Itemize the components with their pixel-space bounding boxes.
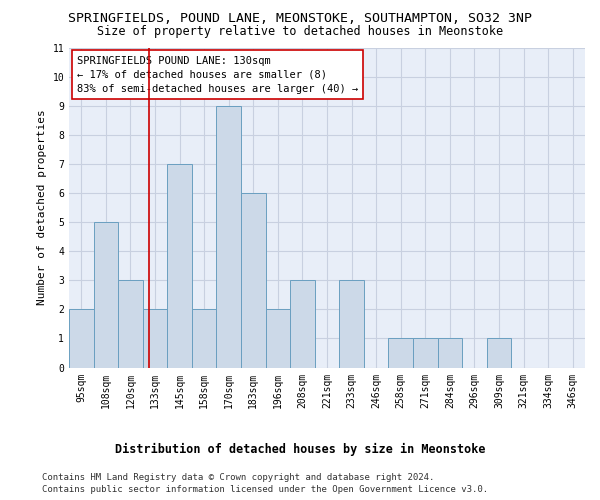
Text: SPRINGFIELDS, POUND LANE, MEONSTOKE, SOUTHAMPTON, SO32 3NP: SPRINGFIELDS, POUND LANE, MEONSTOKE, SOU…	[68, 12, 532, 26]
Bar	[290, 280, 315, 368]
Text: Contains public sector information licensed under the Open Government Licence v3: Contains public sector information licen…	[42, 485, 488, 494]
Bar	[167, 164, 192, 368]
Bar	[413, 338, 437, 368]
Bar	[388, 338, 413, 368]
Text: SPRINGFIELDS POUND LANE: 130sqm
← 17% of detached houses are smaller (8)
83% of : SPRINGFIELDS POUND LANE: 130sqm ← 17% of…	[77, 56, 358, 94]
Y-axis label: Number of detached properties: Number of detached properties	[37, 110, 47, 306]
Bar	[487, 338, 511, 368]
Text: Size of property relative to detached houses in Meonstoke: Size of property relative to detached ho…	[97, 25, 503, 38]
Bar	[192, 310, 217, 368]
Text: Distribution of detached houses by size in Meonstoke: Distribution of detached houses by size …	[115, 442, 485, 456]
Bar	[94, 222, 118, 368]
Bar	[437, 338, 462, 368]
Bar	[266, 310, 290, 368]
Bar	[217, 106, 241, 368]
Bar	[143, 310, 167, 368]
Bar	[69, 310, 94, 368]
Text: Contains HM Land Registry data © Crown copyright and database right 2024.: Contains HM Land Registry data © Crown c…	[42, 472, 434, 482]
Bar	[118, 280, 143, 368]
Bar	[241, 193, 266, 368]
Bar	[339, 280, 364, 368]
